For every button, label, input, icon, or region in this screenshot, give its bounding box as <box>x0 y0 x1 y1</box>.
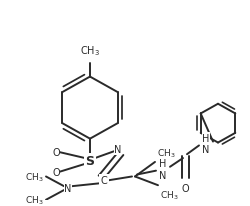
Text: O: O <box>52 167 60 177</box>
Text: C: C <box>100 176 107 185</box>
Text: O: O <box>52 147 60 157</box>
Text: CH$_3$: CH$_3$ <box>80 44 100 58</box>
Text: CH$_3$: CH$_3$ <box>26 170 44 183</box>
Text: CH$_3$: CH$_3$ <box>157 147 176 159</box>
Text: N: N <box>114 145 122 154</box>
Text: S: S <box>86 155 94 168</box>
Text: N: N <box>64 183 72 193</box>
Text: H
N: H N <box>159 158 167 180</box>
Text: O: O <box>181 183 189 193</box>
Text: H
N: H N <box>202 133 210 154</box>
Text: CH$_3$: CH$_3$ <box>26 194 44 206</box>
Text: CH$_3$: CH$_3$ <box>160 188 178 201</box>
